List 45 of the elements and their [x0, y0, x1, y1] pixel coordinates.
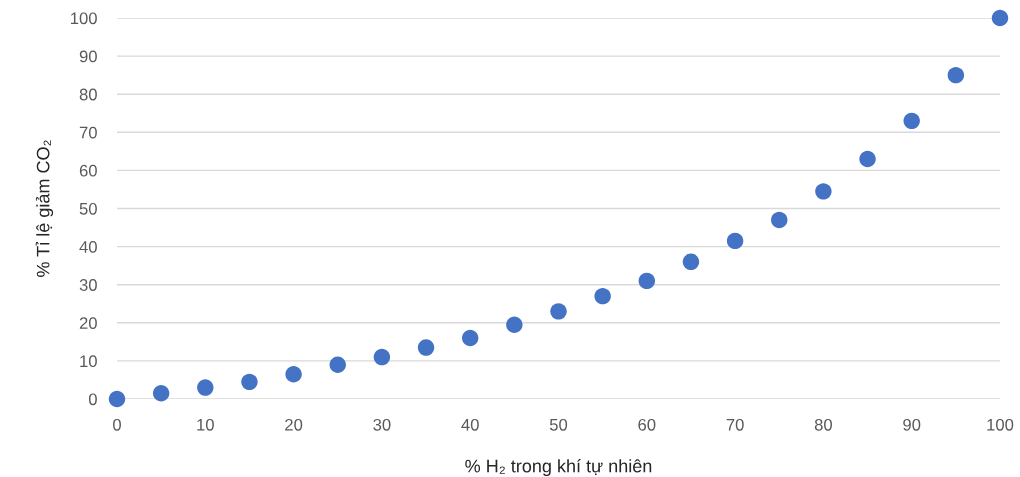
point	[638, 272, 656, 290]
y-tick-label: 10	[80, 355, 97, 368]
y-tick-label: 40	[79, 241, 97, 253]
y-tick-label: 90	[79, 50, 97, 63]
point	[373, 348, 391, 366]
x-tick-label: 80	[814, 418, 833, 431]
point	[903, 112, 920, 130]
point	[947, 66, 965, 84]
point	[594, 287, 611, 305]
point	[550, 303, 567, 320]
x-tick-label: 20	[285, 418, 303, 431]
point	[329, 356, 346, 373]
point	[417, 339, 435, 356]
point	[726, 232, 744, 250]
point	[682, 253, 700, 271]
y-tick-label: 0	[88, 393, 97, 406]
x-tick-label: 10	[197, 418, 214, 431]
x-tick-label: 50	[549, 418, 568, 431]
y-tick-label: 100	[71, 12, 97, 25]
point	[771, 211, 788, 229]
point	[506, 316, 523, 333]
x-tick-label: 40	[461, 418, 479, 431]
y-tick-label: 20	[79, 317, 97, 329]
point	[285, 366, 302, 383]
y-tick-label: 30	[79, 279, 97, 291]
x-tick-label: 70	[726, 418, 744, 431]
x-tick-label: 60	[638, 418, 656, 431]
point	[108, 390, 126, 408]
x-tick-label: 0	[113, 418, 121, 431]
y-tick-label: 50	[79, 202, 97, 215]
y-tick-label: 70	[79, 126, 97, 139]
x-axis-title: % H₂ trong khí tự nhiên	[465, 458, 652, 477]
y-axis-title: % Tỉ lệ giảm CO₂	[35, 140, 54, 277]
point	[241, 373, 258, 391]
y-tick-label: 80	[79, 88, 97, 101]
y-tick-label: 60	[79, 164, 97, 177]
point	[859, 150, 876, 168]
point	[815, 183, 832, 200]
point	[991, 9, 1009, 27]
point	[152, 385, 170, 402]
x-tick-label: 90	[903, 418, 921, 431]
x-tick-label: 100	[987, 418, 1014, 431]
point	[461, 329, 479, 347]
x-tick-label: 30	[373, 418, 391, 431]
point	[197, 379, 214, 396]
